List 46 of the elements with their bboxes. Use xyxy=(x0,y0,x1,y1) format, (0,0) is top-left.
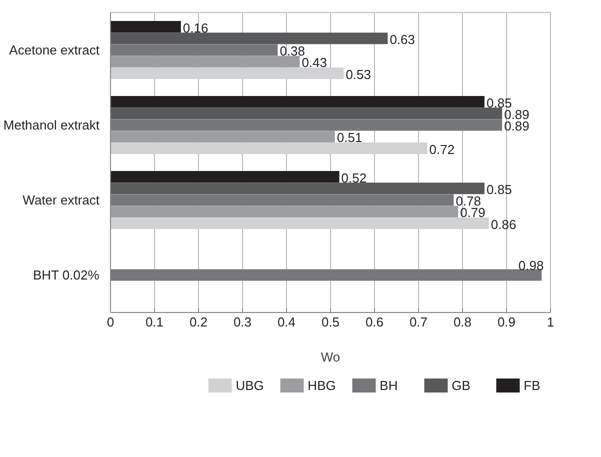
bar xyxy=(110,119,502,131)
bar xyxy=(110,218,489,229)
bar xyxy=(110,269,542,281)
bar xyxy=(110,142,428,154)
y-tick-label: Acetone extract xyxy=(9,42,100,58)
legend-label: GB xyxy=(452,378,470,393)
y-tick-label: BHT 0.02% xyxy=(33,268,100,282)
y-tick-label: Methanol extrakt xyxy=(3,118,100,132)
bar xyxy=(110,206,458,218)
bar xyxy=(110,130,335,142)
x-tick-label: 0.8 xyxy=(453,314,472,330)
data-label: 0.53 xyxy=(346,66,372,82)
bar xyxy=(110,21,181,32)
x-tick-label: 0.3 xyxy=(233,314,252,330)
x-axis-title: Wo xyxy=(320,350,340,364)
legend-label: HBG xyxy=(308,378,336,393)
x-tick-label: 0.6 xyxy=(365,314,384,330)
bar xyxy=(110,108,502,120)
x-tick-label: 1 xyxy=(546,314,554,330)
bar xyxy=(110,32,388,44)
data-label: 0.85 xyxy=(486,182,512,197)
x-tick-label: 0.4 xyxy=(277,314,296,330)
legend-label: FB xyxy=(524,378,540,393)
data-label: 0.16 xyxy=(182,20,208,36)
bar xyxy=(110,44,278,56)
legend-label: BH xyxy=(380,378,398,393)
x-tick-label: 0.2 xyxy=(189,314,208,330)
x-tick-label: 0.9 xyxy=(497,314,516,330)
data-label: 0.72 xyxy=(429,142,455,157)
x-tick-label: 0.1 xyxy=(145,314,164,330)
bar xyxy=(110,171,340,182)
data-label: 0.52 xyxy=(341,170,367,186)
bar xyxy=(110,56,300,68)
bar xyxy=(110,194,454,206)
bar xyxy=(110,96,484,108)
y-tick-label: Water extract xyxy=(22,192,100,208)
x-tick-label: 0.7 xyxy=(409,314,428,330)
data-label: 0.98 xyxy=(518,258,544,274)
data-label: 0.86 xyxy=(490,216,516,232)
data-label: 0.51 xyxy=(336,130,362,146)
bar xyxy=(110,182,484,194)
legend-label: UBG xyxy=(236,378,264,393)
data-label: 0.63 xyxy=(390,32,416,47)
bar xyxy=(110,68,344,79)
x-tick-label: 0.5 xyxy=(321,314,340,330)
x-tick-label: 0 xyxy=(106,314,114,330)
